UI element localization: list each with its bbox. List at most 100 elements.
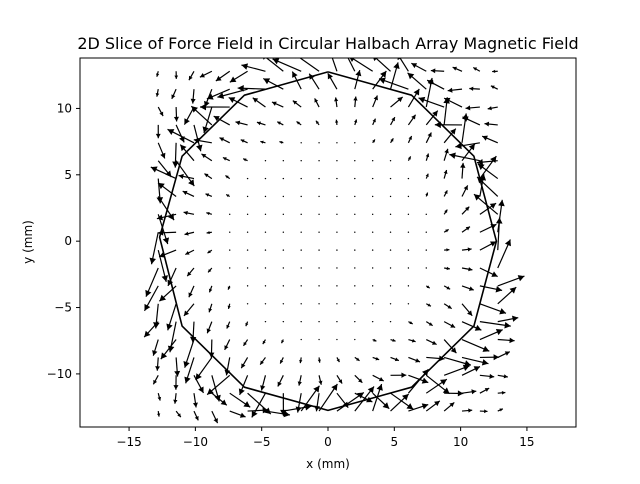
field-arrow (318, 339, 319, 340)
field-arrow (300, 249, 301, 250)
y-axis-label: y (mm) (21, 220, 35, 264)
field-arrow (354, 321, 355, 322)
field-arrow (229, 232, 230, 233)
field-arrow (336, 303, 337, 304)
field-arrow (247, 232, 248, 233)
field-arrow (247, 249, 248, 250)
field-arrow (372, 178, 373, 179)
field-arrow (265, 303, 266, 304)
field-arrow (390, 267, 391, 268)
field-arrow (354, 178, 355, 179)
field-arrow (390, 214, 391, 215)
field-arrow (247, 285, 248, 286)
field-arrow (354, 196, 355, 197)
field-arrow (265, 160, 266, 161)
x-tick-label: 15 (519, 435, 534, 449)
field-arrow (283, 303, 284, 304)
field-arrow (372, 160, 373, 161)
field-arrow (318, 321, 319, 322)
x-axis-label: x (mm) (306, 457, 350, 471)
field-arrow (318, 232, 319, 233)
field-arrow (390, 178, 391, 179)
field-arrow (426, 232, 427, 233)
field-arrow (408, 178, 409, 179)
field-arrow (300, 178, 301, 179)
field-arrow (354, 232, 355, 233)
field-arrow (300, 285, 301, 286)
field-arrow (408, 232, 409, 233)
field-arrow (247, 303, 248, 304)
field-arrow (372, 232, 373, 233)
field-arrow (372, 321, 373, 322)
x-tick-label: −10 (183, 435, 208, 449)
field-arrow (247, 267, 248, 268)
field-arrow (336, 196, 337, 197)
field-arrow (229, 249, 230, 250)
field-arrow (354, 214, 355, 215)
field-arrow (318, 142, 319, 143)
field-arrow (318, 178, 319, 179)
field-arrow (318, 196, 319, 197)
field-arrow (390, 321, 391, 322)
field-arrow (300, 267, 301, 268)
field-arrow (354, 339, 355, 340)
field-arrow (372, 285, 373, 286)
field-arrow (354, 160, 355, 161)
field-arrow (408, 214, 409, 215)
field-arrow (390, 160, 391, 161)
field-arrow (265, 267, 266, 268)
field-arrow (336, 232, 337, 233)
x-tick-label: −5 (253, 435, 271, 449)
field-arrow (283, 249, 284, 250)
field-arrow (336, 214, 337, 215)
field-arrow (372, 303, 373, 304)
field-arrow (390, 303, 391, 304)
field-arrow (318, 303, 319, 304)
field-arrow (372, 249, 373, 250)
field-arrow (408, 249, 409, 250)
field-arrow (354, 303, 355, 304)
field-arrow (336, 178, 337, 179)
field-arrow (336, 142, 337, 143)
field-arrow (300, 160, 301, 161)
field-arrow (390, 232, 391, 233)
field-arrow (229, 214, 230, 215)
x-tick-label: 0 (324, 435, 332, 449)
field-arrow (283, 267, 284, 268)
field-arrow (372, 214, 373, 215)
field-arrow (229, 267, 230, 268)
y-tick-label: 5 (64, 168, 72, 182)
y-tick-label: 10 (57, 101, 72, 115)
field-arrow (265, 178, 266, 179)
field-arrow (247, 178, 248, 179)
chart-title: 2D Slice of Force Field in Circular Halb… (77, 34, 578, 53)
field-arrow (265, 232, 266, 233)
field-arrow (283, 214, 284, 215)
field-arrow (265, 249, 266, 250)
field-arrow (390, 285, 391, 286)
field-arrow (300, 339, 301, 340)
field-arrow (426, 267, 427, 268)
field-arrow (300, 232, 301, 233)
field-arrow (390, 249, 391, 250)
field-arrow (283, 160, 284, 161)
field-arrow (336, 160, 337, 161)
field-arrow (426, 214, 427, 215)
x-tick-label: −15 (116, 435, 141, 449)
field-arrow (318, 249, 319, 250)
field-arrow (318, 214, 319, 215)
field-arrow (247, 214, 248, 215)
field-arrow (408, 285, 409, 286)
field-arrow (336, 249, 337, 250)
field-arrow (300, 321, 301, 322)
field-arrow (283, 178, 284, 179)
field-arrow (336, 321, 337, 322)
field-arrow (318, 285, 319, 286)
x-tick-label: 5 (390, 435, 398, 449)
field-arrow (426, 249, 427, 250)
field-arrow (336, 339, 337, 340)
field-arrow (408, 196, 409, 197)
field-arrow (265, 321, 266, 322)
field-arrow (336, 285, 337, 286)
